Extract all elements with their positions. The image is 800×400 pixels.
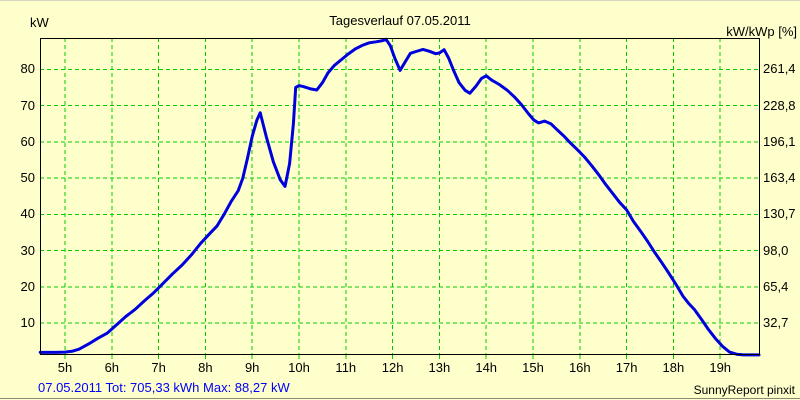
x-axis-tick-label: 8h (198, 360, 213, 375)
y-axis-tick-label-right: 261,4 (763, 61, 796, 77)
plot-border (40, 38, 760, 355)
power-curve (38, 37, 761, 357)
y-axis-tick-label-right: 98,0 (763, 242, 789, 258)
x-axis-tick-label: 6h (104, 360, 120, 375)
y-axis-tick-label-left: 50 (20, 170, 35, 186)
x-axis-tick-label: 15h (522, 360, 544, 375)
x-axis-tick-label: 16h (568, 360, 591, 375)
x-axis-tick-label: 12h (381, 360, 404, 375)
window-bottom-edge (0, 398, 800, 399)
y-axis-tick-label-left: 30 (20, 242, 35, 258)
y-axis-tick-label-left: 20 (20, 278, 35, 294)
chart-title: Tagesverlauf 07.05.2011 (329, 13, 471, 28)
y-axis-tick-label-right: 228,8 (763, 97, 796, 113)
branding-text: SunnyReport pinxit (693, 383, 795, 397)
y-axis-unit-label-left: kW (30, 15, 49, 30)
x-axis-tick-label: 13h (428, 360, 451, 375)
y-axis-tick-label-left: 60 (20, 133, 35, 149)
x-axis-tick-label: 19h (709, 360, 732, 375)
y-axis-tick-label-right: 32,7 (763, 315, 789, 331)
y-axis-tick-label-right: 196,1 (763, 133, 796, 149)
x-axis-tick-label: 14h (475, 360, 498, 375)
y-axis-tick-label-left: 40 (20, 206, 35, 222)
x-axis-tick-label: 7h (151, 360, 166, 375)
y-axis-tick-label-right: 130,7 (763, 206, 796, 222)
y-axis-tick-label-left: 10 (20, 315, 35, 331)
y-axis-tick-label-right: 163,4 (763, 170, 796, 186)
x-axis-tick-label: 5h (57, 360, 73, 375)
y-axis-tick-label-left: 70 (20, 97, 35, 113)
y-axis-tick-label-left: 80 (20, 61, 35, 77)
window-top-edge (0, 0, 800, 1)
status-summary-text: 07.05.2011 Tot: 705,33 kWh Max: 88,27 kW (38, 380, 290, 395)
x-axis-tick-label: 9h (244, 360, 260, 375)
x-axis-tick-label: 17h (615, 360, 638, 375)
y-axis-tick-label-right: 65,4 (763, 278, 789, 294)
y-axis-unit-label-right: kW/kWp [%] (726, 24, 797, 39)
x-axis-tick-label: 18h (662, 360, 685, 375)
x-axis-tick-label: 10h (288, 360, 310, 375)
x-axis-tick-label: 11h (335, 360, 357, 375)
